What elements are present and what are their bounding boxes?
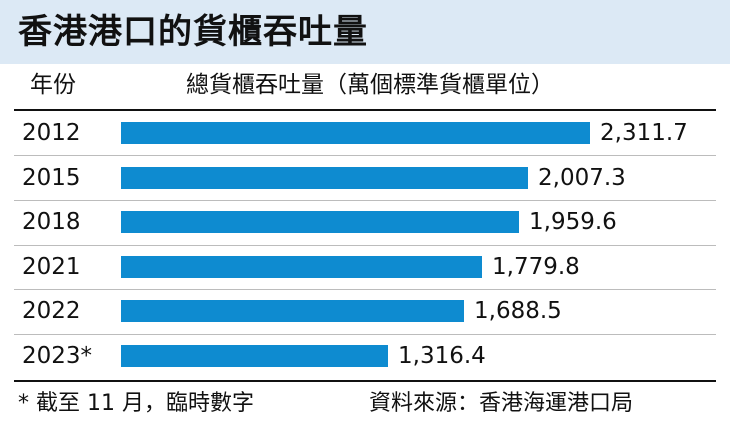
bar (121, 345, 388, 367)
year-column-header: 年份 (30, 72, 76, 98)
bar (121, 122, 590, 144)
bar (121, 255, 482, 278)
value-label: 2,311.7 (600, 120, 688, 146)
year-label: 2022 (22, 298, 81, 325)
title-band (0, 0, 730, 64)
year-label: 2018 (22, 209, 81, 236)
bar (121, 300, 464, 323)
year-label: 2023* (22, 343, 93, 369)
row-divider (14, 200, 716, 201)
bar (121, 211, 519, 234)
value-label: 2,007.3 (538, 164, 626, 191)
chart-title: 香港港口的貨櫃吞吐量 (18, 12, 368, 52)
year-label: 2012 (22, 120, 81, 146)
value-label: 1,688.5 (474, 298, 562, 325)
value-label: 1,779.8 (492, 253, 580, 280)
source-note: 資料來源：香港海運港口局 (369, 391, 634, 416)
row-divider (14, 289, 716, 290)
footer-rule (14, 380, 716, 382)
footnote: * 截至 11 月，臨時數字 (18, 391, 254, 416)
year-label: 2015 (22, 164, 81, 191)
year-label: 2021 (22, 253, 81, 280)
value-label: 1,316.4 (398, 343, 486, 369)
value-label: 1,959.6 (529, 209, 617, 236)
header-rule (14, 109, 716, 111)
metric-column-header: 總貨櫃吞吐量（萬個標準貨櫃單位） (186, 72, 554, 98)
row-divider (14, 245, 716, 246)
bar (121, 166, 528, 189)
row-divider (14, 334, 716, 335)
row-divider (14, 155, 716, 156)
